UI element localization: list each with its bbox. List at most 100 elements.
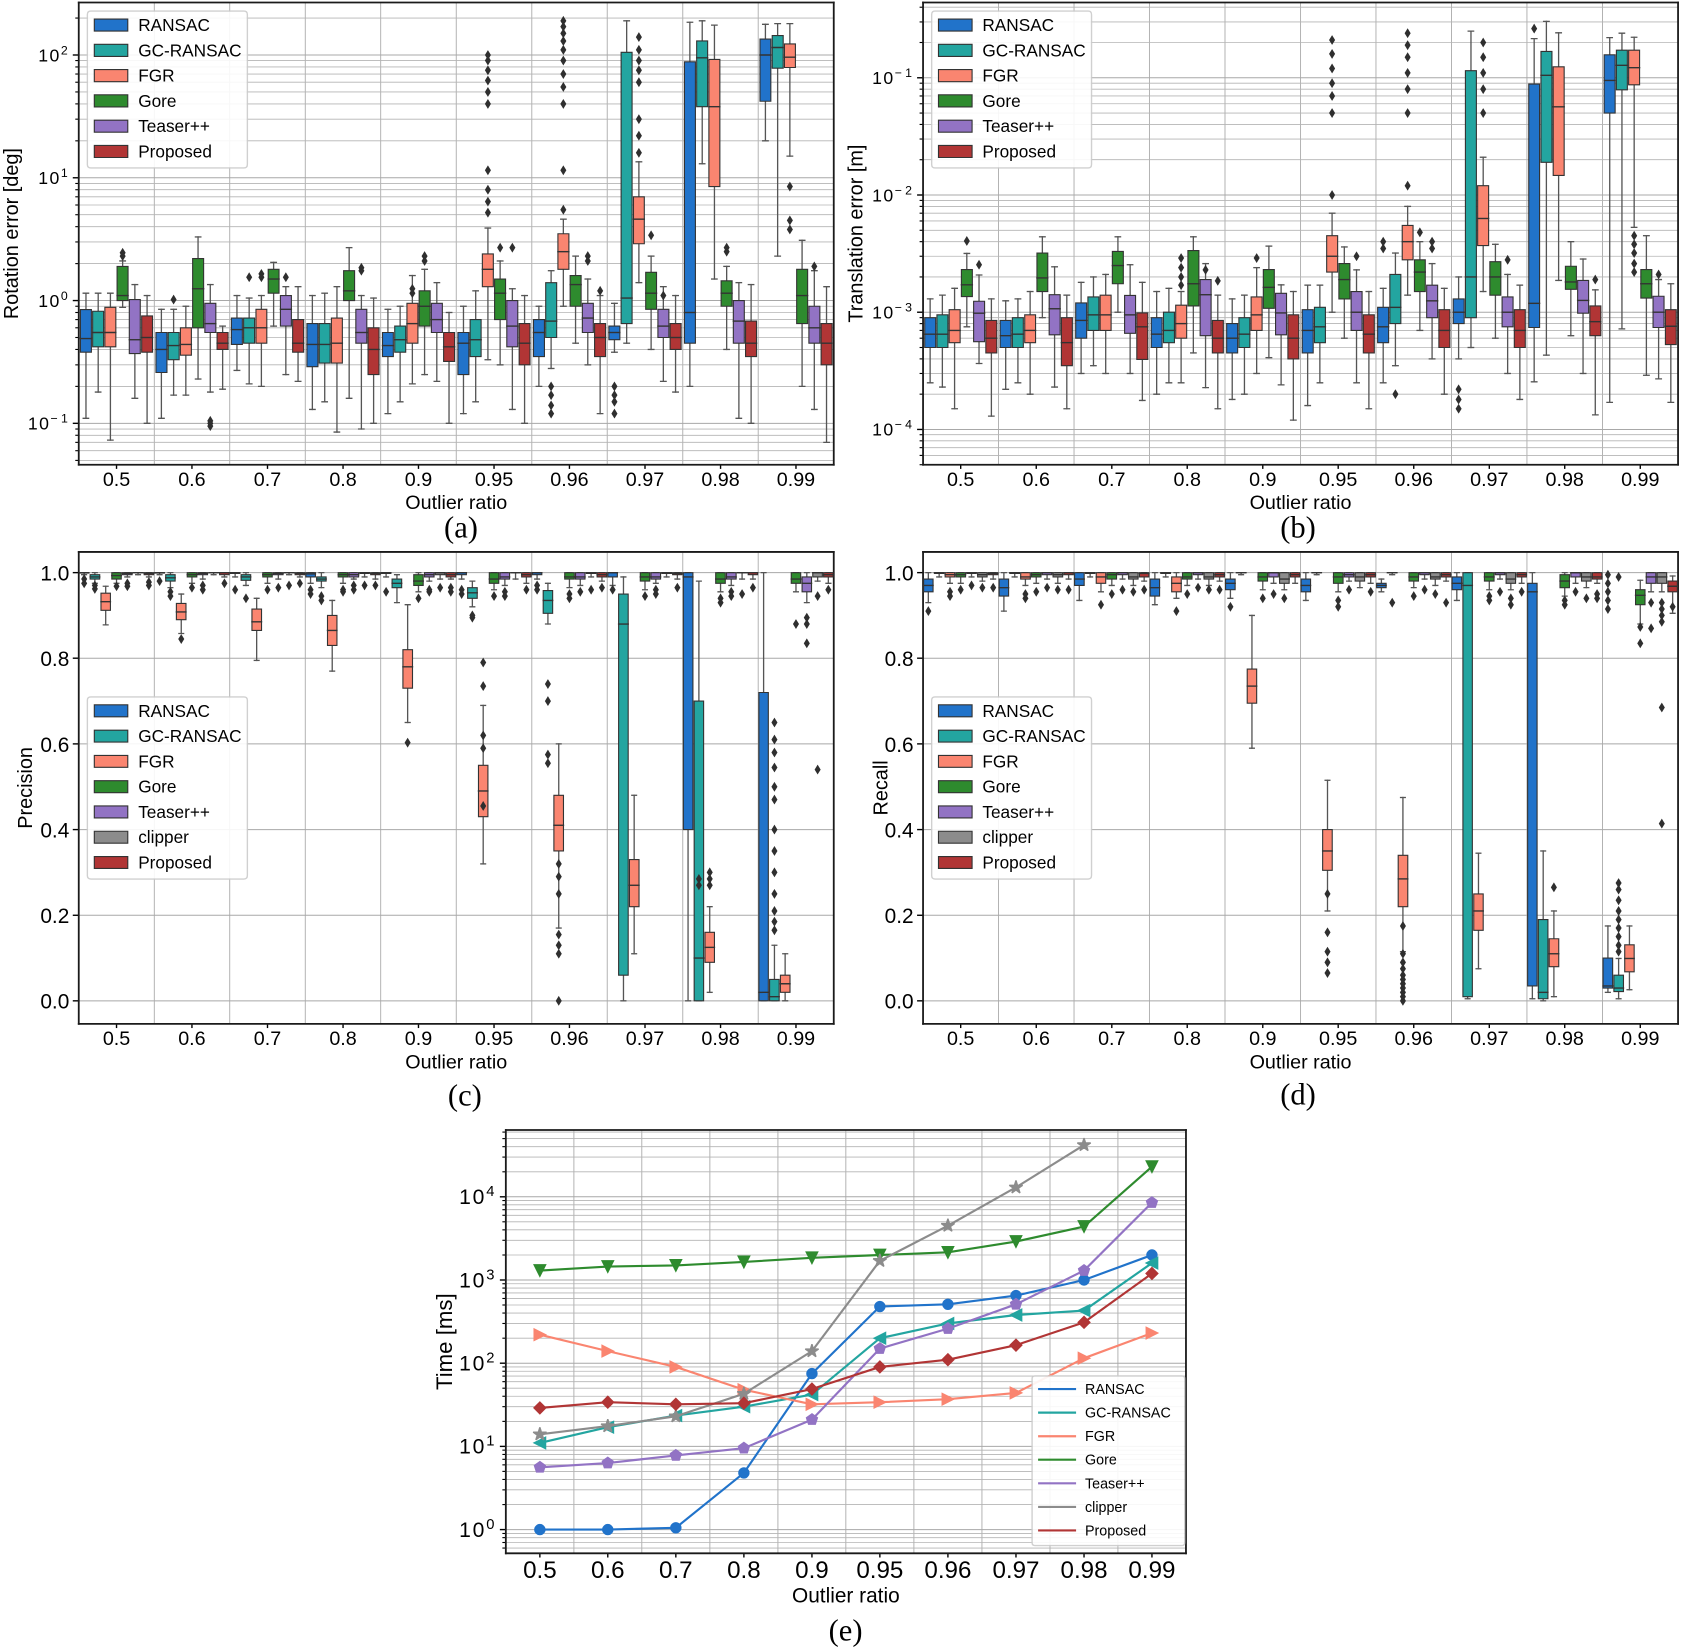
svg-text:Proposed: Proposed xyxy=(1085,1523,1146,1539)
svg-text:Outlier ratio: Outlier ratio xyxy=(405,1051,507,1073)
svg-text:Precision: Precision xyxy=(15,747,37,829)
svg-text:GC-RANSAC: GC-RANSAC xyxy=(982,726,1085,746)
svg-text:0.9: 0.9 xyxy=(405,469,432,491)
svg-text:0.6: 0.6 xyxy=(178,469,205,491)
svg-text:0.95: 0.95 xyxy=(475,1028,513,1050)
svg-text:FGR: FGR xyxy=(982,751,1018,771)
svg-text:0.5: 0.5 xyxy=(947,1028,974,1050)
svg-text:0.97: 0.97 xyxy=(626,469,664,491)
svg-text:0.99: 0.99 xyxy=(1128,1557,1175,1584)
svg-text:1 0 0: 1 0 0 xyxy=(38,287,68,312)
svg-text:RANSAC: RANSAC xyxy=(138,701,210,721)
svg-text:0.4: 0.4 xyxy=(40,820,69,843)
svg-text:Gore: Gore xyxy=(138,91,176,111)
svg-text:1 0 −: 1 0 − 1 xyxy=(28,403,68,435)
svg-text:GC-RANSAC: GC-RANSAC xyxy=(1085,1406,1171,1422)
svg-text:0.7: 0.7 xyxy=(254,469,281,491)
svg-text:0.6: 0.6 xyxy=(1023,1028,1050,1050)
svg-text:0.5: 0.5 xyxy=(103,1028,130,1050)
svg-text:0.5: 0.5 xyxy=(103,469,130,491)
svg-text:Proposed: Proposed xyxy=(138,142,212,162)
svg-text:0.99: 0.99 xyxy=(777,469,815,491)
svg-text:(a): (a) xyxy=(444,511,478,545)
svg-text:(c): (c) xyxy=(448,1078,482,1112)
svg-text:0.97: 0.97 xyxy=(992,1557,1039,1584)
svg-text:0.97: 0.97 xyxy=(626,1028,664,1050)
svg-text:FGR: FGR xyxy=(138,66,174,86)
svg-text:0.2: 0.2 xyxy=(885,905,914,928)
svg-text:0.6: 0.6 xyxy=(591,1557,625,1584)
svg-text:1 0 1: 1 0 1 xyxy=(38,164,68,189)
svg-text:Rotation error [deg]: Rotation error [deg] xyxy=(1,148,23,319)
svg-text:clipper: clipper xyxy=(1085,1500,1127,1516)
svg-text:clipper: clipper xyxy=(138,827,189,847)
svg-text:0.6: 0.6 xyxy=(1023,469,1050,491)
svg-text:0.9: 0.9 xyxy=(1249,469,1276,491)
svg-text:Proposed: Proposed xyxy=(982,852,1056,872)
svg-text:1 0 −: 1 0 − 3 xyxy=(872,292,912,324)
svg-text:0.7: 0.7 xyxy=(254,1028,281,1050)
svg-text:0.96: 0.96 xyxy=(550,469,588,491)
svg-text:0.8: 0.8 xyxy=(40,648,69,671)
svg-text:0.8: 0.8 xyxy=(1174,1028,1201,1050)
svg-text:0.6: 0.6 xyxy=(40,734,69,757)
svg-text:0.96: 0.96 xyxy=(924,1557,971,1584)
svg-text:0.98: 0.98 xyxy=(1061,1557,1108,1584)
svg-text:1 0 −: 1 0 − 4 xyxy=(872,409,912,441)
svg-text:0.95: 0.95 xyxy=(856,1557,903,1584)
svg-text:0.96: 0.96 xyxy=(1395,1028,1433,1050)
svg-text:0.97: 0.97 xyxy=(1470,1028,1508,1050)
svg-text:Gore: Gore xyxy=(982,91,1020,111)
svg-text:0.5: 0.5 xyxy=(523,1557,557,1584)
svg-text:Outlier ratio: Outlier ratio xyxy=(1250,492,1352,514)
svg-text:GC-RANSAC: GC-RANSAC xyxy=(982,40,1085,60)
svg-text:clipper: clipper xyxy=(982,827,1033,847)
svg-text:RANSAC: RANSAC xyxy=(982,701,1054,721)
svg-text:0.8: 0.8 xyxy=(329,1028,356,1050)
svg-text:1 0 −: 1 0 − 2 xyxy=(872,174,912,206)
svg-text:Time [ms]: Time [ms] xyxy=(432,1293,457,1390)
svg-text:0.98: 0.98 xyxy=(701,1028,739,1050)
svg-text:0.9: 0.9 xyxy=(405,1028,432,1050)
svg-text:0.6: 0.6 xyxy=(885,734,914,757)
svg-text:0.95: 0.95 xyxy=(1319,469,1357,491)
svg-text:(d): (d) xyxy=(1280,1077,1316,1111)
svg-text:0.98: 0.98 xyxy=(1546,469,1584,491)
svg-text:RANSAC: RANSAC xyxy=(138,15,210,35)
svg-text:0.6: 0.6 xyxy=(178,1028,205,1050)
svg-text:Translation error [m]: Translation error [m] xyxy=(845,145,867,323)
svg-text:Teaser++: Teaser++ xyxy=(138,116,210,136)
svg-text:0.7: 0.7 xyxy=(659,1557,693,1584)
svg-text:Teaser++: Teaser++ xyxy=(982,802,1054,822)
svg-text:(b): (b) xyxy=(1280,511,1316,545)
svg-text:0.99: 0.99 xyxy=(1621,1028,1659,1050)
svg-text:0.98: 0.98 xyxy=(701,469,739,491)
svg-text:0.8: 0.8 xyxy=(1174,469,1201,491)
svg-text:0.8: 0.8 xyxy=(727,1557,761,1584)
svg-text:1 0 −: 1 0 − 1 xyxy=(872,57,912,89)
svg-text:Recall: Recall xyxy=(870,760,892,815)
svg-text:0.96: 0.96 xyxy=(550,1028,588,1050)
svg-text:FGR: FGR xyxy=(138,751,174,771)
svg-text:0.9: 0.9 xyxy=(1249,1028,1276,1050)
svg-text:FGR: FGR xyxy=(982,66,1018,86)
svg-text:0.4: 0.4 xyxy=(885,820,914,843)
svg-text:0.98: 0.98 xyxy=(1546,1028,1584,1050)
svg-text:0.9: 0.9 xyxy=(795,1557,829,1584)
svg-text:0.2: 0.2 xyxy=(40,905,69,928)
svg-text:GC-RANSAC: GC-RANSAC xyxy=(138,40,241,60)
svg-text:0.7: 0.7 xyxy=(1098,469,1125,491)
svg-text:0.99: 0.99 xyxy=(777,1028,815,1050)
svg-text:Teaser++: Teaser++ xyxy=(138,802,210,822)
svg-text:Teaser++: Teaser++ xyxy=(982,116,1054,136)
svg-text:Outlier ratio: Outlier ratio xyxy=(405,492,507,514)
svg-text:Gore: Gore xyxy=(138,777,176,797)
svg-text:0.95: 0.95 xyxy=(475,469,513,491)
svg-text:1 0 3: 1 0 3 xyxy=(459,1267,494,1292)
svg-text:0.8: 0.8 xyxy=(885,648,914,671)
svg-text:Teaser++: Teaser++ xyxy=(1085,1476,1145,1492)
svg-text:0.97: 0.97 xyxy=(1470,469,1508,491)
svg-text:1 0 1: 1 0 1 xyxy=(459,1434,494,1459)
svg-text:1 0 2: 1 0 2 xyxy=(459,1351,494,1376)
svg-text:1 0 4: 1 0 4 xyxy=(459,1184,494,1209)
